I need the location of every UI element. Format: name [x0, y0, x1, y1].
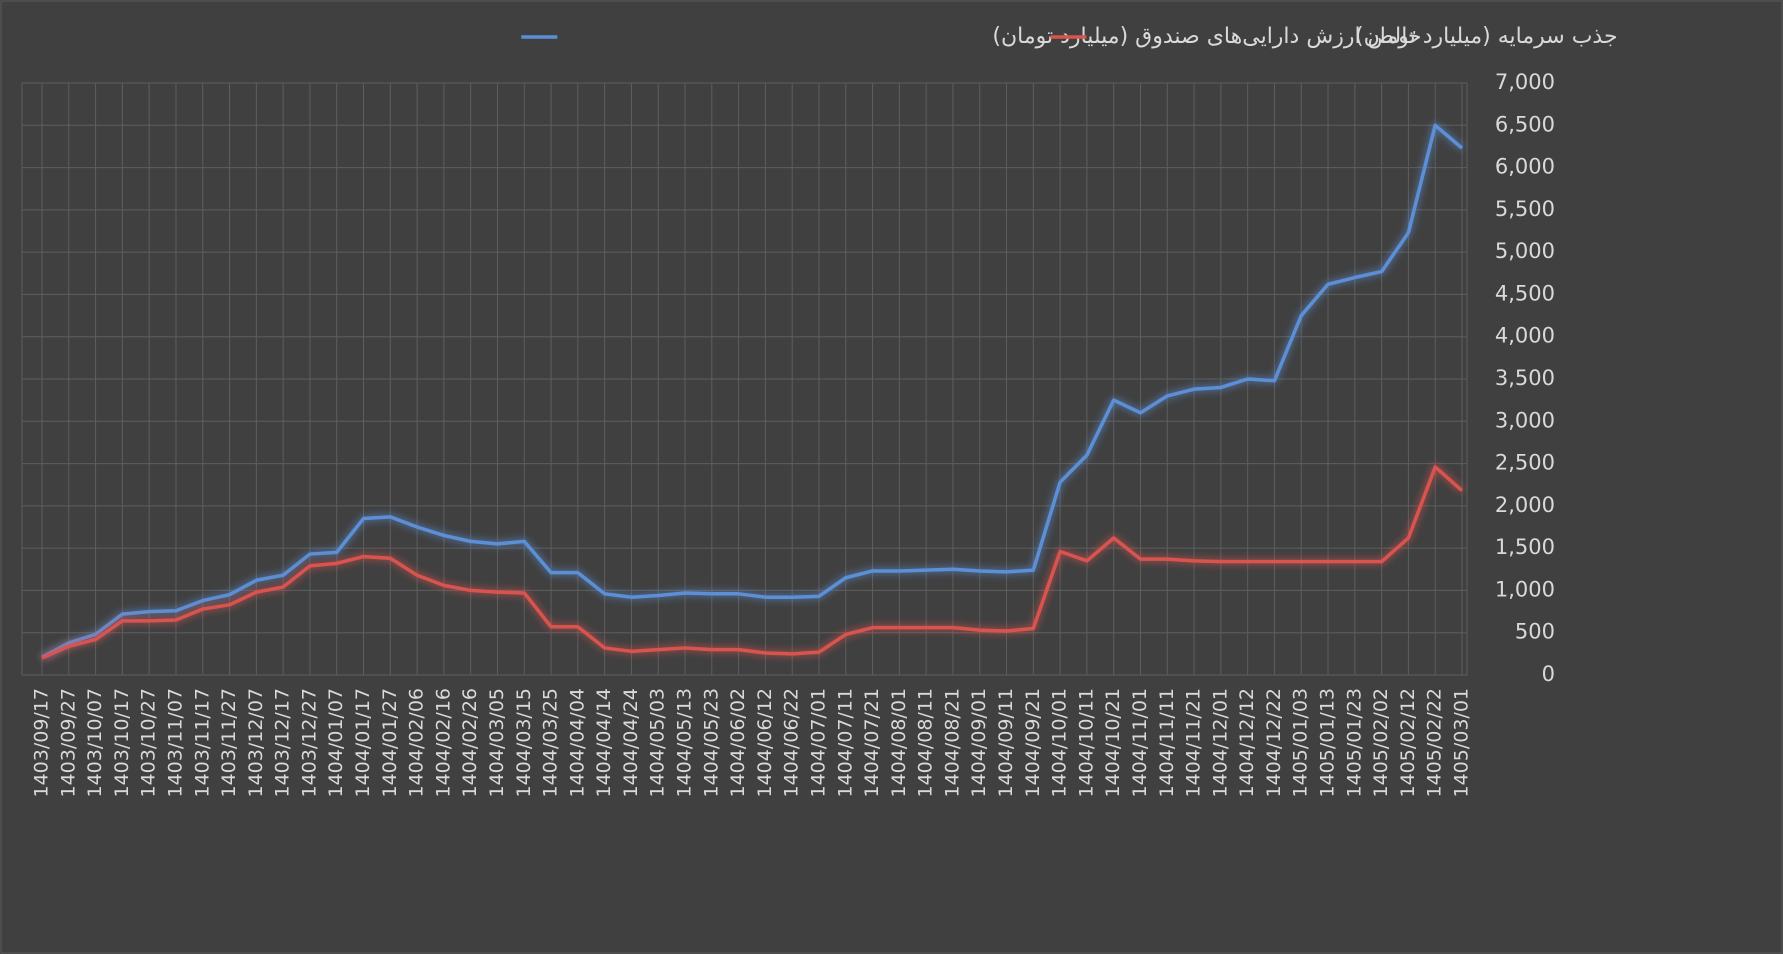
- y-tick-label: 2,000: [1495, 493, 1555, 517]
- y-tick-label: 3,000: [1495, 408, 1555, 432]
- x-tick-label: 1404/01/17: [352, 688, 374, 798]
- x-tick-label: 1404/08/01: [888, 688, 910, 798]
- x-tick-label: 1404/01/27: [379, 688, 401, 798]
- series-line: [41, 123, 1464, 659]
- x-tick-label: 1404/02/26: [459, 688, 481, 798]
- y-tick-label: 500: [1515, 620, 1555, 644]
- y-tick-label: 3,500: [1495, 366, 1555, 390]
- x-tick-label: 1404/12/22: [1263, 688, 1285, 798]
- y-tick-label: 5,000: [1495, 239, 1555, 263]
- y-tick-label: 1,000: [1495, 577, 1555, 601]
- x-tick-label: 1404/05/03: [647, 688, 669, 798]
- x-tick-label: 1404/08/11: [915, 688, 937, 798]
- x-tick-label: 1404/08/21: [941, 688, 963, 798]
- x-tick-label: 1404/04/24: [620, 688, 642, 798]
- x-tick-label: 1403/12/27: [298, 688, 320, 798]
- x-tick-label: 1404/09/11: [995, 688, 1017, 798]
- x-tick-label: 1403/09/17: [31, 688, 53, 798]
- y-tick-label: 6,500: [1495, 112, 1555, 136]
- x-tick-label: 1403/11/07: [164, 688, 186, 798]
- legend: جذب سرمایه (میلیارد تومان)خالص ارزش دارا…: [521, 24, 1618, 49]
- x-tick-label: 1404/03/15: [513, 688, 535, 798]
- x-tick-label: 1405/03/01: [1451, 688, 1473, 798]
- x-tick-label: 1405/02/02: [1370, 688, 1392, 798]
- y-tick-label: 4,500: [1495, 281, 1555, 305]
- x-tick-label: 1404/06/22: [781, 688, 803, 798]
- x-tick-label: 1404/05/23: [700, 688, 722, 798]
- y-tick-label: 5,500: [1495, 197, 1555, 221]
- x-tick-label: 1404/10/11: [1075, 688, 1097, 798]
- x-tick-label: 1404/10/21: [1102, 688, 1124, 798]
- x-tick-label: 1403/11/27: [218, 688, 240, 798]
- y-tick-label: 6,000: [1495, 155, 1555, 179]
- x-tick-label: 1404/11/11: [1156, 688, 1178, 798]
- x-tick-label: 1404/09/01: [968, 688, 990, 798]
- x-tick-label: 1404/06/12: [754, 688, 776, 798]
- x-tick-label: 1403/10/27: [138, 688, 160, 798]
- x-tick-label: 1404/12/01: [1209, 688, 1231, 798]
- x-tick-label: 1405/01/23: [1343, 688, 1365, 798]
- x-tick-label: 1404/07/01: [807, 688, 829, 798]
- x-tick-label: 1405/01/03: [1290, 688, 1312, 798]
- x-tick-label: 1404/12/12: [1236, 688, 1258, 798]
- y-tick-label: 4,000: [1495, 324, 1555, 348]
- x-tick-label: 1403/10/17: [111, 688, 133, 798]
- x-tick-label: 1404/11/21: [1183, 688, 1205, 798]
- y-tick-label: 2,500: [1495, 451, 1555, 475]
- x-tick-label: 1405/01/13: [1317, 688, 1339, 798]
- y-tick-label: 1,500: [1495, 535, 1555, 559]
- x-tick-label: 1404/05/13: [674, 688, 696, 798]
- x-tick-label: 1403/10/07: [84, 688, 106, 798]
- x-tick-label: 1404/07/11: [834, 688, 856, 798]
- x-tick-label: 1405/02/12: [1397, 688, 1419, 798]
- x-tick-label: 1404/02/06: [406, 688, 428, 798]
- x-tick-label: 1404/03/25: [540, 688, 562, 798]
- x-tick-label: 1403/11/17: [191, 688, 213, 798]
- x-tick-label: 1404/09/21: [1022, 688, 1044, 798]
- x-tick-label: 1404/10/01: [1049, 688, 1071, 798]
- series-line: [41, 465, 1464, 660]
- x-tick-label: 1404/04/04: [566, 688, 588, 798]
- x-tick-label: 1404/06/02: [727, 688, 749, 798]
- x-tick-label: 1404/04/14: [593, 688, 615, 798]
- x-tick-label: 1404/01/07: [325, 688, 347, 798]
- x-tick-label: 1404/07/21: [861, 688, 883, 798]
- x-tick-label: 1403/09/27: [57, 688, 79, 798]
- x-tick-label: 1403/12/17: [272, 688, 294, 798]
- y-tick-label: 0: [1542, 662, 1555, 686]
- x-tick-label: 1403/12/07: [245, 688, 267, 798]
- y-tick-label: 7,000: [1495, 70, 1555, 94]
- x-tick-label: 1404/03/05: [486, 688, 508, 798]
- x-tick-label: 1404/02/16: [432, 688, 454, 798]
- x-tick-label: 1404/11/01: [1129, 688, 1151, 798]
- legend-label: جذب سرمایه (میلیارد تومان): [1355, 24, 1618, 49]
- x-tick-label: 1405/02/22: [1424, 688, 1446, 798]
